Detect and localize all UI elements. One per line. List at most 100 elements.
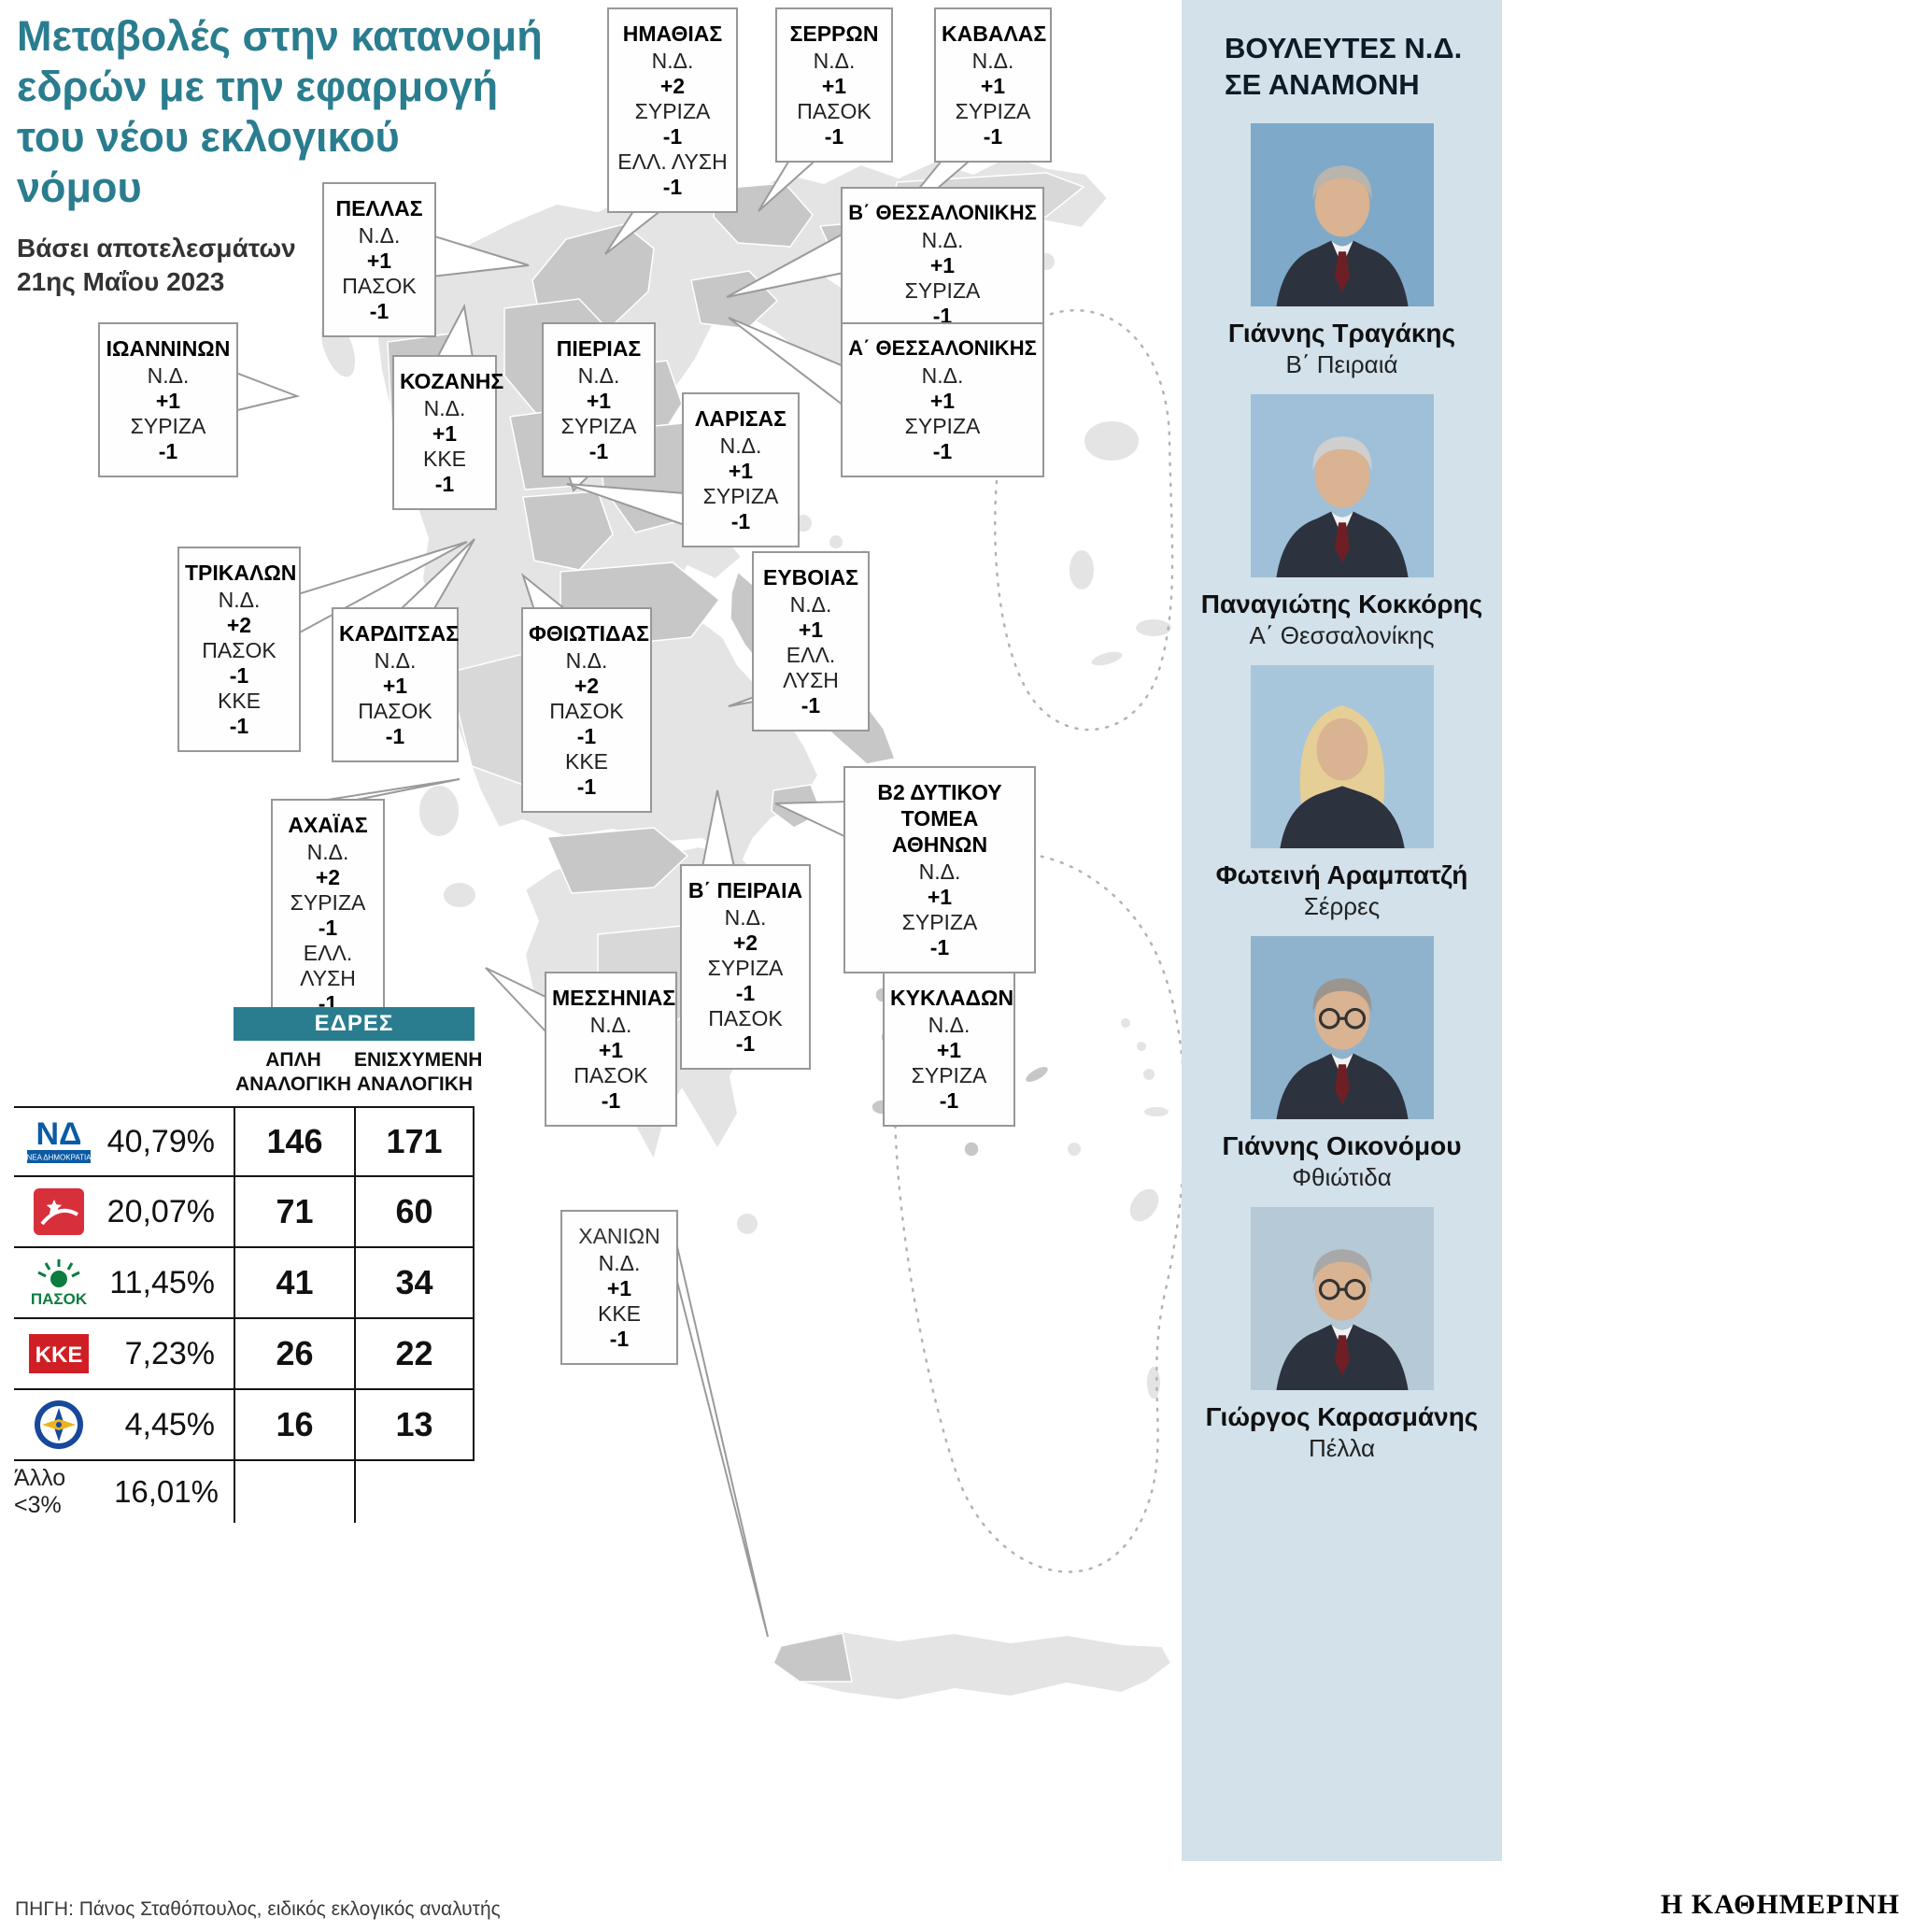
pasok-logo: ΠΑΣΟΚ (14, 1248, 103, 1319)
source-credit: ΠΗΓΗ: Πάνος Σταθόπουλος, ειδικός εκλογικ… (15, 1898, 501, 1920)
cyclades-naxos (971, 1007, 995, 1039)
cyclades-mykonos (963, 949, 980, 966)
seats-table-header: ΕΔΡΕΣ (234, 1007, 475, 1041)
other-parties-label: Άλλο <3% (14, 1465, 66, 1518)
alonnisos-island (857, 548, 871, 563)
cyclades-amorgos (1024, 1065, 1050, 1084)
title-line: Μεταβολές στην κατανομή (17, 12, 543, 60)
mp-name: Γιάννης Οικονόμου (1222, 1131, 1462, 1160)
rhodes-island (1127, 1186, 1161, 1224)
callout-tail-chanion (675, 1242, 769, 1638)
party-percent: 20,07% (103, 1177, 234, 1248)
mp-district: Α΄ Θεσσαλονίκης (1249, 621, 1435, 649)
cyclades-milos (871, 1099, 895, 1115)
sidebar-title-line: ΣΕ ΑΝΑΜΟΝΗ (1225, 68, 1420, 101)
cyclades-andros (899, 887, 923, 916)
kefalonia-island (418, 784, 461, 838)
mp-name: Φωτεινή Αραμπατζή (1215, 860, 1468, 889)
seats-simple-proportional: 16 (234, 1390, 354, 1461)
mp-name: Παναγιώτης Κοκκόρης (1200, 590, 1483, 618)
astypalea-island (1066, 1141, 1083, 1158)
mp-name: Γιώργος Καρασμάνης (1205, 1402, 1479, 1431)
column-header-simple-proportional: ΑΠΛΗ ΑΝΑΛΟΓΙΚΗ (234, 1049, 352, 1095)
seats-enhanced-proportional: 13 (354, 1390, 475, 1461)
party-percent: 4,45% (103, 1390, 234, 1461)
mp-portrait-photo (1250, 123, 1434, 306)
seats-enhanced-proportional: 171 (354, 1106, 475, 1177)
chios-island (1068, 548, 1096, 591)
subtitle-line: 21ης Μαΐου 2023 (17, 267, 225, 296)
mp-district: Β΄ Πειραιά (1285, 350, 1398, 378)
mp-list: Γιάννης Τραγάκης Β΄ Πειραιά Παναγιώτης Κοκ… (1182, 123, 1502, 1463)
page-title: Μεταβολές στην κατανομή εδρών με την εφα… (17, 11, 543, 213)
seats-table: ΝΔ ΝΕΑ ΔΗΜΟΚΡΑΤΙΑ 40,79% 146 171 20,07% 71 60 ΠΑ… (14, 1106, 475, 1523)
thasos-island (899, 268, 923, 292)
table-grid-extension (234, 1461, 354, 1523)
mp-portrait-photo (1250, 936, 1434, 1119)
cyclades-ios (964, 1076, 979, 1091)
mp-portrait-photo (1250, 1207, 1434, 1390)
sidebar-title: ΒΟΥΛΕΥΤΕΣ Ν.Δ. ΣΕ ΑΝΑΜΟΝΗ (1225, 30, 1502, 103)
mp-item: Παναγιώτης Κοκκόρης Α΄ Θεσσαλονίκης (1182, 394, 1502, 650)
mp-name: Γιάννης Τραγάκης (1227, 319, 1456, 348)
nd-logo: ΝΔ ΝΕΑ ΔΗΜΟΚΡΑΤΙΑ (14, 1106, 103, 1177)
cyclades-syros (922, 964, 937, 979)
seats-simple-proportional: 26 (234, 1319, 354, 1390)
leros-island (1135, 1040, 1148, 1053)
cyclades-kythnos (874, 987, 891, 1003)
region-achaia (546, 827, 688, 894)
column-header-enhanced-proportional: ΕΝΙΣΧΥΜΕΝΗ ΑΝΑΛΟΓΙΚΗ (354, 1049, 483, 1095)
lesbos-island (1083, 419, 1141, 462)
svg-text:ΝΔ: ΝΔ (35, 1116, 81, 1152)
other-parties-row: Άλλο <3% 16,01% (14, 1461, 234, 1523)
lefkada-island (408, 729, 436, 757)
mp-item: Γιάννης Τραγάκης Β΄ Πειραιά (1182, 123, 1502, 379)
kalymnos-island (1141, 1067, 1156, 1082)
sidebar-title-line: ΒΟΥΛΕΥΤΕΣ Ν.Δ. (1225, 32, 1463, 64)
region-chania (772, 1632, 853, 1683)
seats-enhanced-proportional: 34 (354, 1248, 475, 1319)
seats-enhanced-proportional: 60 (354, 1177, 475, 1248)
zakynthos-island (442, 881, 477, 909)
cyclades-serifos (880, 1030, 895, 1044)
mp-portrait-photo (1250, 394, 1434, 577)
ikaria-island (1089, 649, 1125, 668)
mp-district: Φθιώτιδα (1292, 1163, 1392, 1191)
mp-district: Σέρρες (1303, 892, 1381, 920)
seats-simple-proportional: 71 (234, 1177, 354, 1248)
svg-text:ΝΕΑ ΔΗΜΟΚΡΑΤΙΑ: ΝΕΑ ΔΗΜΟΚΡΑΤΙΑ (26, 1154, 92, 1162)
kke-logo: ΚΚΕ (14, 1319, 103, 1390)
samos-island (1134, 618, 1173, 638)
karpathos-island (1145, 1365, 1162, 1400)
table-grid-extension (354, 1461, 475, 1523)
samothraki-island (1036, 251, 1056, 272)
cyclades-kea (860, 945, 877, 961)
syriza-logo (14, 1177, 103, 1248)
region-karditsa (522, 490, 614, 571)
kythira-island (735, 1212, 759, 1236)
cyclades-paros (935, 1013, 956, 1033)
skiathos-island (793, 513, 814, 533)
party-percent: 40,79% (103, 1106, 234, 1177)
cyclades-tinos (928, 926, 950, 952)
other-parties-percent: 16,01% (114, 1474, 219, 1509)
page-subtitle: Βάσει αποτελεσμάτων 21ης Μαΐου 2023 (17, 232, 296, 299)
mp-district: Πέλλα (1308, 1434, 1375, 1462)
cyclades-sifnos (903, 1058, 918, 1073)
subtitle-line: Βάσει αποτελεσμάτων (17, 234, 296, 263)
skopelos-island (828, 533, 844, 550)
ne-aegean-dashed-outline (994, 309, 1174, 732)
mp-item: Φωτεινή Αραμπατζή Σέρρες (1182, 665, 1502, 921)
elliniki-lysi-logo (14, 1390, 103, 1461)
svg-text:ΠΑΣΟΚ: ΠΑΣΟΚ (30, 1290, 87, 1308)
party-percent: 7,23% (103, 1319, 234, 1390)
crete-island (772, 1630, 1172, 1701)
kos-island (1142, 1105, 1170, 1118)
title-line: νόμου (17, 163, 142, 211)
title-line: εδρών με την εφαρμογή (17, 63, 499, 110)
mp-item: Γιώργος Καρασμάνης Πέλλα (1182, 1207, 1502, 1463)
cyclades-santorini (963, 1141, 980, 1158)
party-percent: 11,45% (103, 1248, 234, 1319)
nd-mps-waiting-panel: ΒΟΥΛΕΥΤΕΣ Ν.Δ. ΣΕ ΑΝΑΜΟΝΗ Γιάννης Τραγάκ… (1182, 0, 1502, 1861)
